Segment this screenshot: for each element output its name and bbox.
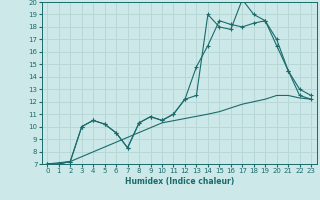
X-axis label: Humidex (Indice chaleur): Humidex (Indice chaleur) — [124, 177, 234, 186]
